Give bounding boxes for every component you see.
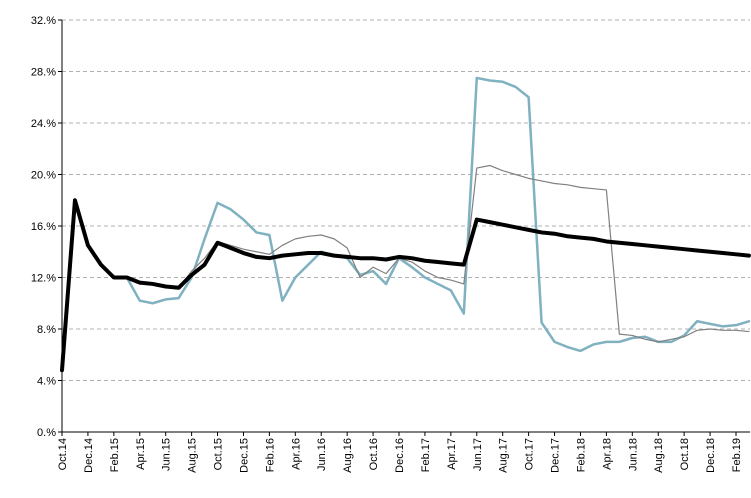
y-tick-label: 16.% [31,221,56,233]
x-tick-label: Dec.14 [83,438,95,473]
x-tick-label: Apr.17 [446,438,458,470]
x-tick-label: Jun.18 [627,438,639,471]
x-tick-label: Dec.15 [238,438,250,473]
x-tick-label: Jun.15 [161,438,173,471]
y-tick-label: 4.% [37,376,56,388]
y-tick-label: 12.% [31,273,56,285]
x-tick-label: Feb.19 [731,438,743,472]
x-tick-label: Feb.18 [575,438,587,472]
x-tick-label: Oct.15 [213,438,225,470]
x-tick-label: Oct.18 [679,438,691,470]
x-tick-label: Aug.18 [653,438,665,473]
y-tick-label: 28.% [31,67,56,79]
x-tick-label: Dec.16 [394,438,406,473]
y-tick-label: 0.% [37,427,56,439]
series-line [60,76,751,372]
x-tick-label: Feb.15 [109,438,121,472]
y-tick-label: 24.% [31,118,56,130]
y-tick-label: 8.% [37,324,56,336]
series-line [61,164,750,371]
x-tick-label: Aug.15 [187,438,199,473]
x-tick-label: Jun.17 [472,438,484,471]
x-tick-label: Apr.16 [290,438,302,470]
x-tick-label: Dec.17 [550,438,562,473]
x-tick-label: Feb.17 [420,438,432,472]
y-tick-label: 20.% [31,170,56,182]
x-tick-label: Oct.14 [57,438,69,470]
x-tick-label: Feb.16 [264,438,276,472]
x-tick-label: Dec.18 [705,438,717,473]
x-tick-label: Apr.18 [601,438,613,470]
y-tick-label: 32.% [31,15,56,27]
x-tick-label: Apr.15 [135,438,147,470]
series-line [60,198,751,373]
x-tick-label: Jun.16 [316,438,328,471]
x-tick-label: Oct.17 [524,438,536,470]
x-tick-label: Aug.16 [342,438,354,473]
x-tick-label: Aug.17 [498,438,510,473]
x-tick-label: Oct.16 [368,438,380,470]
